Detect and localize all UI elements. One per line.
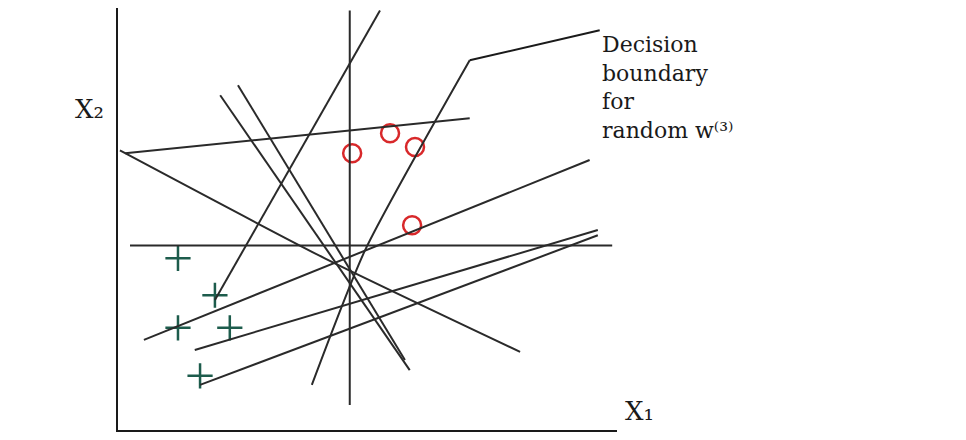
- svg-text:X₂: X₂: [75, 94, 104, 124]
- svg-text:X₁: X₁: [625, 396, 654, 426]
- svg-text:Decisionboundaryforrandom w⁽³⁾: Decisionboundaryforrandom w⁽³⁾: [602, 32, 733, 143]
